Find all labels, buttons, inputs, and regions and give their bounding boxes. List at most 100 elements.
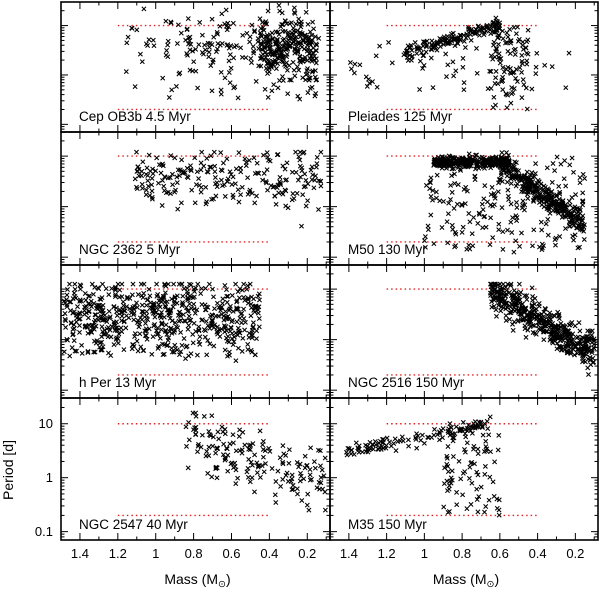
- data-point: [153, 310, 159, 316]
- data-point: [261, 170, 267, 176]
- data-point: [255, 293, 261, 299]
- data-point: [445, 469, 451, 475]
- data-point: [144, 165, 150, 171]
- panel-pleiades-125-myr: Pleiades 125 Myr: [329, 1, 599, 133]
- data-point: [129, 346, 135, 352]
- data-point: [88, 298, 94, 304]
- data-point: [533, 71, 539, 77]
- data-point: [525, 196, 531, 201]
- data-point: [538, 181, 544, 187]
- data-point: [404, 54, 410, 60]
- data-point: [442, 156, 448, 162]
- data-point: [127, 306, 133, 312]
- data-point: [446, 200, 452, 206]
- data-point: [414, 445, 420, 451]
- data-point: [469, 480, 475, 486]
- data-point: [297, 149, 303, 155]
- data-point: [448, 475, 454, 481]
- data-point: [218, 177, 224, 183]
- data-point: [210, 434, 216, 440]
- data-point: [397, 438, 403, 444]
- data-point: [154, 281, 160, 287]
- data-point: [529, 170, 535, 176]
- data-point: [157, 295, 163, 301]
- data-point: [172, 320, 178, 326]
- data-point: [308, 167, 314, 173]
- data-point: [575, 245, 581, 251]
- data-point: [157, 312, 163, 318]
- data-point: [154, 328, 159, 334]
- data-point: [95, 317, 101, 323]
- data-point: [347, 60, 353, 65]
- data-point: [206, 54, 212, 60]
- data-point: [539, 202, 545, 208]
- data-point: [105, 334, 111, 340]
- data-point: [186, 313, 192, 319]
- data-point: [500, 87, 506, 93]
- data-point: [524, 39, 530, 45]
- data-point: [238, 45, 244, 51]
- data-point: [257, 474, 263, 480]
- data-point: [505, 64, 511, 70]
- data-point: [157, 313, 163, 319]
- data-point: [472, 174, 478, 180]
- data-point: [521, 82, 527, 88]
- data-point: [471, 446, 476, 452]
- data-point: [551, 312, 557, 318]
- data-point: [178, 349, 184, 355]
- data-point: [433, 189, 439, 195]
- data-point: [229, 319, 235, 325]
- data-point: [367, 80, 372, 86]
- data-point: [518, 311, 524, 317]
- data-point: [307, 55, 313, 61]
- data-point: [295, 49, 301, 55]
- data-point: [276, 2, 282, 8]
- data-point: [298, 174, 303, 180]
- data-point: [160, 163, 166, 169]
- data-point: [238, 165, 243, 171]
- data-point: [466, 425, 472, 431]
- data-point: [139, 181, 145, 187]
- data-point: [159, 309, 164, 315]
- data-point: [401, 52, 407, 58]
- data-point: [461, 87, 467, 93]
- panel-label: Cep OB3b 4.5 Myr: [79, 109, 191, 124]
- data-point: [218, 91, 224, 97]
- data-point: [494, 295, 500, 301]
- data-point: [139, 59, 145, 65]
- panels-group: Cep OB3b 4.5 Myr Pleiades 125 Myr NGC 2362…: [60, 1, 599, 541]
- data-point: [218, 69, 224, 75]
- data-point: [568, 349, 574, 355]
- data-point: [199, 302, 205, 307]
- data-point: [111, 342, 117, 348]
- data-point: [582, 345, 587, 351]
- data-point: [425, 227, 431, 233]
- data-point: [249, 475, 255, 481]
- data-point: [229, 336, 235, 342]
- data-point: [450, 435, 456, 441]
- data-point: [524, 192, 530, 197]
- data-points: [347, 15, 572, 112]
- data-point: [427, 180, 433, 186]
- data-point: [185, 52, 190, 58]
- data-point: [510, 327, 516, 333]
- data-point: [193, 328, 199, 334]
- data-point: [218, 167, 224, 173]
- data-point: [374, 84, 380, 90]
- data-point: [223, 7, 229, 13]
- data-point: [412, 40, 418, 45]
- data-point: [488, 449, 493, 455]
- data-point: [591, 345, 597, 351]
- data-point: [270, 51, 276, 57]
- data-point: [293, 21, 299, 27]
- data-point: [125, 34, 131, 40]
- data-point: [132, 84, 138, 90]
- data-point: [496, 56, 502, 62]
- data-point: [195, 85, 201, 91]
- data-point: [250, 441, 256, 447]
- data-point: [185, 291, 191, 297]
- data-point: [280, 163, 286, 169]
- data-point: [257, 428, 263, 434]
- data-point: [558, 203, 564, 209]
- data-point: [116, 294, 122, 300]
